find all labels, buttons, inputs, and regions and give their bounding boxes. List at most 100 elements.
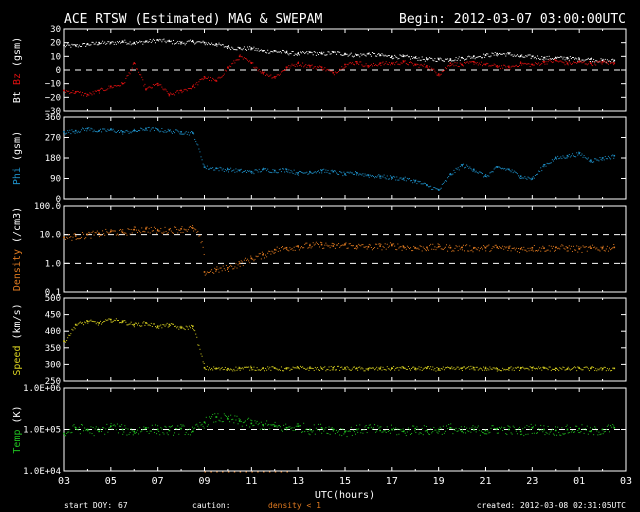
data-point [479,367,481,369]
data-point [105,319,107,321]
data-point [159,434,161,436]
data-point [560,367,562,369]
data-point [439,426,441,428]
data-point [238,59,240,61]
data-point [460,368,462,370]
data-point [367,66,369,68]
data-point [551,159,553,161]
data-point [531,63,533,65]
data-point [439,245,441,247]
data-point [106,320,108,322]
data-point [582,369,584,371]
data-point [171,43,173,45]
data-point [165,42,167,44]
data-point [370,367,372,369]
data-point [146,322,148,324]
data-point [476,172,478,174]
data-point [184,229,186,231]
data-point [407,56,409,58]
data-point [379,175,381,178]
data-point [126,234,128,236]
data-point [79,46,81,48]
data-point [168,323,171,326]
data-point [559,434,561,436]
data-point [348,368,350,370]
data-point [296,54,298,56]
data-point [65,341,67,343]
data-point [496,246,498,248]
data-point [76,90,78,92]
data-point [578,246,580,248]
data-point [170,426,172,428]
data-point [220,367,222,369]
data-point [456,366,458,368]
data-point [420,366,422,368]
data-point [98,130,100,132]
data-point [128,132,130,134]
data-point [319,65,321,67]
data-point [185,325,187,327]
y-axis-label-part: (gsm) [12,37,23,73]
data-point [176,42,178,44]
data-point [548,366,550,368]
data-point [70,46,72,48]
data-point [431,67,433,69]
data-point [242,422,244,424]
data-point [243,46,245,48]
data-point [228,415,230,417]
data-point [512,367,514,369]
data-point [232,370,234,372]
data-point [238,262,241,265]
data-point [162,324,164,326]
data-point [216,80,218,82]
data-point [432,366,434,368]
data-point [476,56,478,58]
data-point [101,323,103,325]
data-point [190,88,192,90]
data-point [498,246,500,248]
data-point [203,41,205,43]
data-point [613,243,615,245]
data-point [571,250,573,252]
data-point [394,369,396,371]
data-point [240,168,242,170]
data-point [458,427,460,429]
data-point [479,64,481,66]
data-point [271,77,273,79]
data-point [428,433,430,435]
data-point [228,270,230,272]
data-point [305,52,307,54]
data-point [283,370,285,372]
data-point [246,58,248,60]
data-point [551,368,553,370]
data-point [94,43,96,45]
data-point [132,130,134,132]
data-point [192,86,194,88]
data-point [584,63,586,65]
data-point [532,64,534,66]
data-point [395,62,397,64]
data-point [315,241,317,243]
data-point [524,56,526,58]
data-point [119,229,121,231]
data-point [351,62,353,64]
data-point [381,249,383,251]
data-point [534,368,536,370]
data-point [462,57,464,59]
data-point [285,66,288,69]
data-point [93,435,95,437]
data-point [144,41,146,43]
data-point [512,55,514,57]
data-point [423,425,425,427]
data-point [344,367,346,369]
data-point [196,231,198,233]
data-point [586,250,588,252]
data-point [595,427,597,429]
data-point [433,187,435,189]
data-point [478,62,480,64]
data-point [358,243,360,245]
data-point [180,41,182,44]
data-point [396,249,398,251]
data-point [266,73,268,75]
data-point [498,369,500,371]
